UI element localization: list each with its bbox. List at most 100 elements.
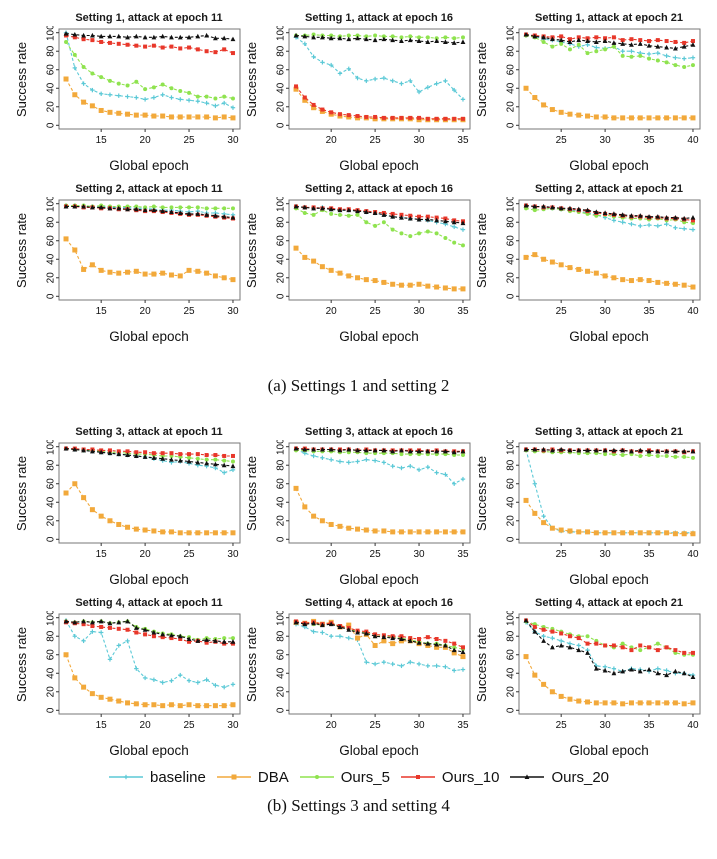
svg-text:80: 80	[46, 630, 57, 642]
chart-setting2-epoch11: Setting 2, attack at epoch 11 Success ra…	[14, 181, 244, 346]
chart-setting1-epoch11: Setting 1, attack at epoch 11 Success ra…	[14, 10, 244, 175]
svg-text:60: 60	[506, 64, 517, 76]
y-axis-label: Success rate	[14, 626, 29, 702]
svg-text:40: 40	[687, 306, 699, 317]
svg-text:30: 30	[413, 549, 425, 560]
chart-title: Setting 4, attack at epoch 16	[305, 597, 453, 609]
y-axis-label: Success rate	[474, 455, 489, 531]
svg-text:0: 0	[506, 122, 517, 128]
svg-text:60: 60	[46, 235, 57, 247]
legend-swatch-ours5-icon	[299, 775, 334, 779]
svg-text:20: 20	[506, 515, 517, 527]
chart-setting3-epoch21: Setting 3, attack at epoch 21 Success ra…	[474, 424, 704, 589]
svg-text:20: 20	[46, 686, 57, 698]
chart-setting1-epoch21: Setting 1, attack at epoch 21 Success ra…	[474, 10, 704, 175]
svg-text:25: 25	[183, 306, 195, 317]
svg-text:60: 60	[276, 235, 287, 247]
svg-text:0: 0	[506, 293, 517, 299]
svg-text:20: 20	[276, 101, 287, 113]
chart-title: Setting 4, attack at epoch 21	[535, 597, 683, 609]
svg-text:20: 20	[326, 135, 338, 146]
svg-text:40: 40	[46, 82, 57, 94]
svg-text:15: 15	[96, 135, 108, 146]
svg-text:25: 25	[556, 549, 568, 560]
svg-text:15: 15	[96, 549, 108, 560]
svg-text:30: 30	[600, 720, 612, 731]
svg-text:35: 35	[643, 306, 655, 317]
legend-swatch-ours10-icon	[400, 775, 435, 779]
svg-text:40: 40	[506, 82, 517, 94]
chart-setting3-epoch11: Setting 3, attack at epoch 11 Success ra…	[14, 424, 244, 589]
chart-title: Setting 2, attack at epoch 21	[535, 183, 683, 195]
svg-text:15: 15	[96, 306, 108, 317]
chart-canvas: 0 20 40 60 80 100 15 20 25 30	[46, 197, 241, 317]
svg-text:20: 20	[506, 686, 517, 698]
legend-label: Ours_5	[340, 768, 390, 786]
svg-text:40: 40	[687, 135, 699, 146]
svg-text:100: 100	[46, 440, 57, 455]
svg-text:35: 35	[457, 549, 469, 560]
x-axis-label: Global epoch	[569, 572, 649, 587]
caption-b: (b) Settings 3 and setting 4	[267, 796, 450, 815]
y-axis-label: Success rate	[244, 455, 259, 531]
svg-text:40: 40	[687, 720, 699, 731]
x-axis-label: Global epoch	[339, 158, 419, 173]
svg-text:35: 35	[457, 306, 469, 317]
chart-title: Setting 3, attack at epoch 11	[75, 426, 223, 438]
chart-setting3-epoch16: Setting 3, attack at epoch 16 Success ra…	[244, 424, 474, 589]
svg-text:35: 35	[643, 135, 655, 146]
svg-text:80: 80	[276, 459, 287, 471]
svg-text:40: 40	[506, 667, 517, 679]
svg-text:60: 60	[506, 235, 517, 247]
chart-title: Setting 2, attack at epoch 11	[75, 183, 223, 195]
svg-text:20: 20	[506, 101, 517, 113]
svg-text:80: 80	[276, 630, 287, 642]
svg-text:40: 40	[687, 549, 699, 560]
svg-text:60: 60	[46, 649, 57, 661]
chart-title: Setting 1, attack at epoch 16	[305, 12, 453, 24]
svg-text:25: 25	[183, 135, 195, 146]
svg-text:100: 100	[506, 611, 517, 626]
svg-text:20: 20	[46, 272, 57, 284]
x-axis-label: Global epoch	[569, 743, 649, 758]
chart-setting4-epoch16: Setting 4, attack at epoch 16 Success ra…	[244, 595, 474, 760]
svg-text:100: 100	[46, 26, 57, 41]
chart-setting1-epoch16: Setting 1, attack at epoch 16 Success ra…	[244, 10, 474, 175]
chart-canvas: 0 20 40 60 80 100 20 25 30 35	[276, 440, 471, 560]
svg-text:25: 25	[370, 306, 382, 317]
x-axis-label: Global epoch	[109, 572, 189, 587]
legend-item-dba: DBA	[216, 769, 289, 786]
legend-label: Ours_10	[441, 768, 500, 786]
chart-title: Setting 2, attack at epoch 16	[305, 183, 453, 195]
svg-text:20: 20	[276, 515, 287, 527]
svg-text:20: 20	[326, 549, 338, 560]
svg-text:30: 30	[413, 720, 425, 731]
svg-text:20: 20	[276, 272, 287, 284]
chart-canvas: 0 20 40 60 80 100 25 30 35 40	[506, 197, 701, 317]
svg-text:30: 30	[600, 549, 612, 560]
svg-text:100: 100	[46, 197, 57, 212]
svg-text:0: 0	[46, 536, 57, 542]
svg-text:20: 20	[276, 686, 287, 698]
svg-text:20: 20	[46, 101, 57, 113]
x-axis-label: Global epoch	[109, 743, 189, 758]
chart-setting4-epoch21: Setting 4, attack at epoch 21 Success ra…	[474, 595, 704, 760]
x-axis-label: Global epoch	[109, 329, 189, 344]
svg-text:40: 40	[276, 667, 287, 679]
svg-text:80: 80	[506, 630, 517, 642]
svg-text:0: 0	[276, 536, 287, 542]
svg-text:20: 20	[46, 515, 57, 527]
x-axis-label: Global epoch	[339, 329, 419, 344]
svg-text:30: 30	[600, 306, 612, 317]
chart-canvas: 0 20 40 60 80 100 25 30 35 40	[506, 26, 701, 146]
svg-text:60: 60	[276, 478, 287, 490]
y-axis-label: Success rate	[474, 626, 489, 702]
svg-text:80: 80	[506, 459, 517, 471]
svg-text:30: 30	[227, 306, 239, 317]
svg-text:30: 30	[413, 306, 425, 317]
svg-text:40: 40	[276, 82, 287, 94]
svg-text:40: 40	[276, 496, 287, 508]
legend: baseline DBA Ours_5 Ours_10 Ours_20	[0, 764, 717, 790]
y-axis-label: Success rate	[474, 41, 489, 117]
